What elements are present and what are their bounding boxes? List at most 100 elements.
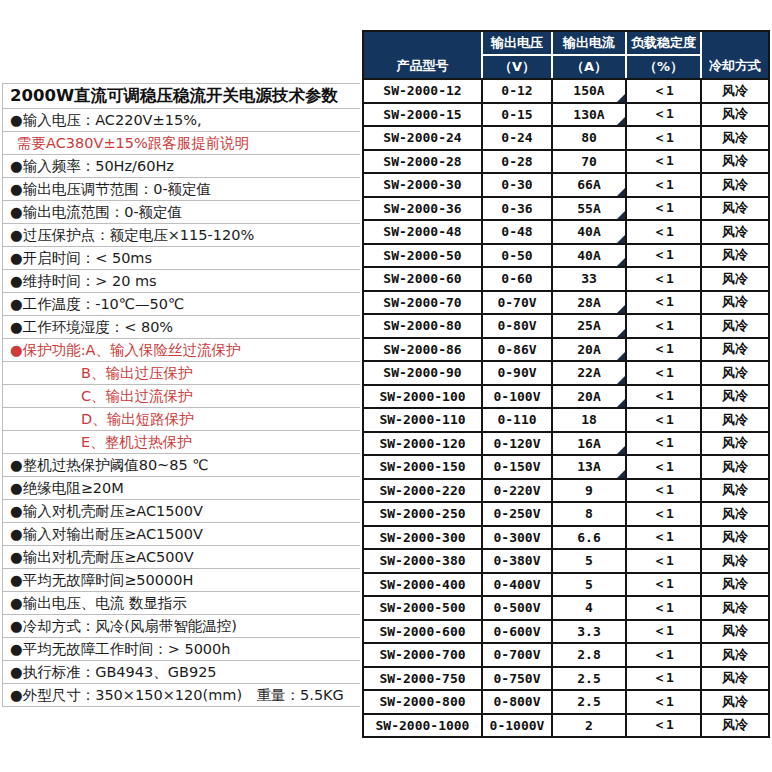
table-row: SW-2000-7000-700V2.8＜1风冷: [364, 644, 768, 666]
cell-stability: ＜1: [627, 362, 700, 384]
cell-current: 130A: [553, 104, 625, 126]
cell-model: SW-2000-24: [364, 127, 481, 149]
cell-cooling: 风冷: [702, 409, 768, 431]
cell-cooling: 风冷: [702, 292, 768, 314]
cell-voltage: 0-70V: [483, 292, 551, 314]
spec-row: ●冷却方式：风冷(风扇带智能温控): [3, 615, 360, 638]
cell-stability: ＜1: [627, 268, 700, 290]
table-row: SW-2000-300-3066A＜1风冷: [364, 174, 768, 196]
cell-model: SW-2000-50: [364, 245, 481, 267]
cell-stability: ＜1: [627, 527, 700, 549]
cell-model: SW-2000-48: [364, 221, 481, 243]
cell-voltage: 0-250V: [483, 503, 551, 525]
cell-model: SW-2000-36: [364, 198, 481, 220]
cell-model: SW-2000-12: [364, 80, 481, 102]
cell-model: SW-2000-90: [364, 362, 481, 384]
col-header-stability-unit: （%）: [627, 56, 700, 78]
comment-marker-icon: [617, 117, 625, 125]
col-header-cooling: 冷却方式: [702, 32, 768, 78]
cell-stability: ＜1: [627, 574, 700, 596]
cell-voltage: 0-750V: [483, 668, 551, 690]
cell-voltage: 0-600V: [483, 621, 551, 643]
cell-current: 5: [553, 574, 625, 596]
table-row: SW-2000-3800-380V5＜1风冷: [364, 550, 768, 572]
cell-cooling: 风冷: [702, 644, 768, 666]
cell-stability: ＜1: [627, 409, 700, 431]
cell-model: SW-2000-60: [364, 268, 481, 290]
spec-row: ●输入电压：AC220V±15%,: [3, 109, 360, 132]
cell-model: SW-2000-220: [364, 480, 481, 502]
cell-model: SW-2000-70: [364, 292, 481, 314]
spec-row: ●输入对输出耐压≥AC1500V: [3, 523, 360, 546]
cell-stability: ＜1: [627, 691, 700, 713]
cell-cooling: 风冷: [702, 574, 768, 596]
cell-current: 28A: [553, 292, 625, 314]
cell-stability: ＜1: [627, 315, 700, 337]
cell-cooling: 风冷: [702, 715, 768, 737]
spec-row: ●输出电压调节范围：0-额定值: [3, 178, 360, 201]
cell-cooling: 风冷: [702, 362, 768, 384]
cell-current: 16A: [553, 433, 625, 455]
cell-model: SW-2000-250: [364, 503, 481, 525]
cell-current: 18: [553, 409, 625, 431]
cell-model: SW-2000-300: [364, 527, 481, 549]
cell-current: 20A: [553, 386, 625, 408]
cell-current: 40A: [553, 245, 625, 267]
cell-voltage: 0-500V: [483, 597, 551, 619]
cell-stability: ＜1: [627, 480, 700, 502]
spec-row: ●过压保护点：额定电压×115-120%: [3, 224, 360, 247]
spec-row: ●执行标准：GB4943、GB925: [3, 661, 360, 684]
cell-current: 3.3: [553, 621, 625, 643]
col-header-model: 产品型号: [364, 32, 481, 78]
specs-panel: 2000W直流可调稳压稳流开关电源技术参数●输入电压：AC220V±15%,需要…: [2, 83, 360, 707]
comment-marker-icon: [617, 94, 625, 102]
cell-cooling: 风冷: [702, 691, 768, 713]
cell-cooling: 风冷: [702, 621, 768, 643]
cell-voltage: 0-30: [483, 174, 551, 196]
cell-cooling: 风冷: [702, 456, 768, 478]
cell-current: 20A: [553, 339, 625, 361]
col-header-voltage-unit: （V）: [483, 56, 551, 78]
cell-current: 33: [553, 268, 625, 290]
cell-voltage: 0-60: [483, 268, 551, 290]
table-row: SW-2000-8000-800V2.5＜1风冷: [364, 691, 768, 713]
cell-voltage: 0-50: [483, 245, 551, 267]
cell-voltage: 0-15: [483, 104, 551, 126]
cell-stability: ＜1: [627, 127, 700, 149]
comment-marker-icon: [617, 188, 625, 196]
cell-current: 6.6: [553, 527, 625, 549]
cell-voltage: 0-28: [483, 151, 551, 173]
table-row: SW-2000-1000-100V20A＜1风冷: [364, 386, 768, 408]
cell-model: SW-2000-150: [364, 456, 481, 478]
cell-voltage: 0-700V: [483, 644, 551, 666]
spec-row: B、输出过压保护: [3, 362, 360, 385]
cell-cooling: 风冷: [702, 503, 768, 525]
cell-cooling: 风冷: [702, 127, 768, 149]
table-row: SW-2000-480-4840A＜1风冷: [364, 221, 768, 243]
cell-model: SW-2000-86: [364, 339, 481, 361]
cell-cooling: 风冷: [702, 386, 768, 408]
spec-row: ●输入对机壳耐压≥AC1500V: [3, 500, 360, 523]
cell-model: SW-2000-110: [364, 409, 481, 431]
cell-cooling: 风冷: [702, 668, 768, 690]
table-row: SW-2000-5000-500V4＜1风冷: [364, 597, 768, 619]
cell-stability: ＜1: [627, 503, 700, 525]
cell-cooling: 风冷: [702, 550, 768, 572]
cell-cooling: 风冷: [702, 245, 768, 267]
cell-current: 66A: [553, 174, 625, 196]
cell-current: 13A: [553, 456, 625, 478]
spec-row: ●平均无故障工作时间：> 5000h: [3, 638, 360, 661]
table-row: SW-2000-6000-600V3.3＜1风冷: [364, 621, 768, 643]
cell-stability: ＜1: [627, 456, 700, 478]
cell-voltage: 0-100V: [483, 386, 551, 408]
spec-row: ●输入频率：50Hz/60Hz: [3, 155, 360, 178]
spec-row: D、输出短路保护: [3, 408, 360, 431]
cell-cooling: 风冷: [702, 315, 768, 337]
table-row: SW-2000-360-3655A＜1风冷: [364, 198, 768, 220]
table-row: SW-2000-7500-750V2.5＜1风冷: [364, 668, 768, 690]
cell-voltage: 0-1000V: [483, 715, 551, 737]
cell-voltage: 0-220V: [483, 480, 551, 502]
cell-current: 8: [553, 503, 625, 525]
spec-row: ●输出电压、电流 数显指示: [3, 592, 360, 615]
comment-marker-icon: [617, 376, 625, 384]
